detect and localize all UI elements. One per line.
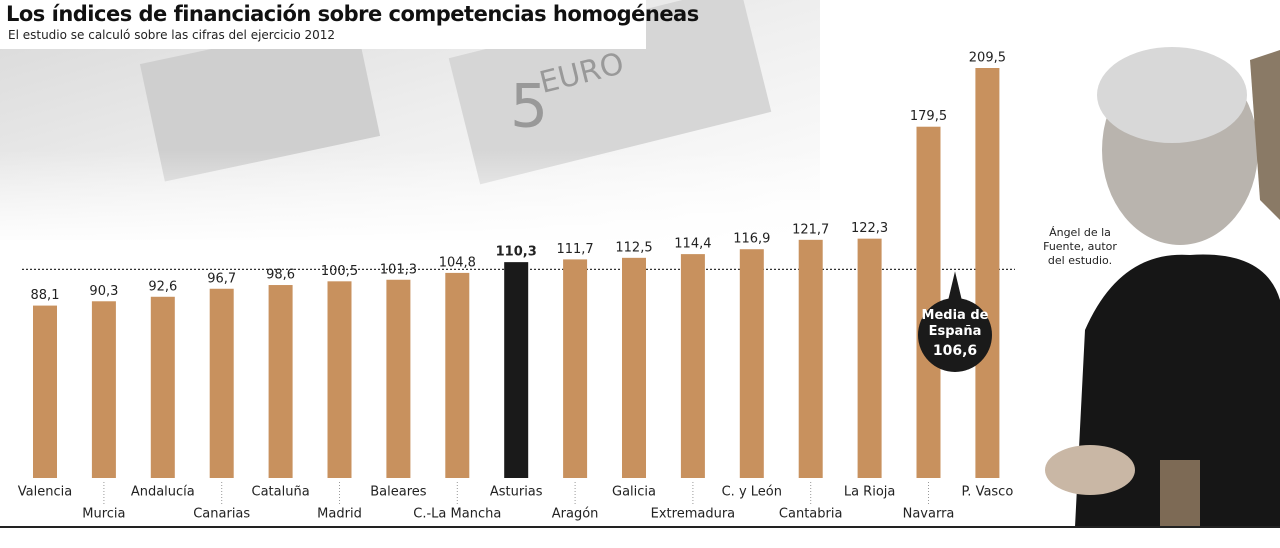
portrait bbox=[1030, 0, 1280, 527]
bar bbox=[268, 285, 293, 478]
x-tick-label: Asturias bbox=[490, 485, 543, 500]
value-label: 111,7 bbox=[556, 242, 593, 257]
value-label: 116,9 bbox=[733, 232, 770, 247]
value-label: 92,6 bbox=[148, 279, 177, 294]
x-tick-label: P. Vasco bbox=[961, 485, 1013, 500]
value-label: 104,8 bbox=[439, 255, 476, 270]
bar bbox=[91, 301, 116, 478]
x-tick-label: Valencia bbox=[18, 485, 72, 500]
x-tick-label: Cataluña bbox=[252, 485, 310, 500]
value-label: 90,3 bbox=[89, 284, 118, 299]
chart-title: Los índices de financiación sobre compet… bbox=[6, 2, 699, 26]
value-label: 114,4 bbox=[674, 237, 711, 252]
value-label: 121,7 bbox=[792, 222, 829, 237]
svg-text:5: 5 bbox=[510, 72, 548, 142]
x-tick-label: Canarias bbox=[193, 507, 250, 522]
x-tick-label: Murcia bbox=[82, 507, 125, 522]
x-tick-label: C. y León bbox=[722, 485, 782, 500]
value-label: 122,3 bbox=[851, 221, 888, 236]
chart-subtitle: El estudio se calculó sobre las cifras d… bbox=[8, 28, 336, 42]
x-tick-label: Aragón bbox=[552, 507, 599, 522]
x-tick-label: Andalucía bbox=[131, 485, 195, 500]
value-label: 88,1 bbox=[31, 288, 60, 303]
bar bbox=[857, 238, 882, 478]
bar bbox=[209, 288, 234, 478]
average-value: 106,6 bbox=[932, 343, 978, 359]
average-badge bbox=[918, 298, 992, 372]
bar bbox=[386, 279, 411, 478]
value-label: 98,6 bbox=[266, 268, 295, 283]
x-tick-label: Navarra bbox=[903, 507, 955, 522]
bar bbox=[563, 259, 588, 478]
value-label: 101,3 bbox=[380, 262, 417, 277]
bar bbox=[327, 281, 352, 478]
x-tick-label: La Rioja bbox=[844, 485, 896, 500]
bar bbox=[33, 305, 57, 478]
bar bbox=[504, 262, 529, 478]
bar bbox=[622, 257, 646, 478]
x-tick-label: Madrid bbox=[317, 507, 362, 522]
title-box bbox=[0, 0, 646, 49]
bar bbox=[739, 249, 764, 478]
value-label: 110,3 bbox=[496, 245, 537, 260]
photo-caption: Ángel de la Fuente, autor del estudio. bbox=[1043, 226, 1117, 267]
bar bbox=[150, 296, 175, 478]
value-label: 179,5 bbox=[910, 109, 947, 124]
bar bbox=[680, 254, 705, 478]
value-label: 112,5 bbox=[615, 240, 652, 255]
value-label: 100,5 bbox=[321, 264, 358, 279]
bar bbox=[445, 272, 470, 478]
value-label: 209,5 bbox=[969, 51, 1006, 66]
x-tick-label: Extremadura bbox=[651, 507, 736, 522]
x-tick-label: C.-La Mancha bbox=[413, 507, 501, 522]
value-label: 96,7 bbox=[207, 271, 236, 286]
bar bbox=[916, 126, 941, 479]
bar bbox=[798, 239, 823, 478]
average-label: Media de España bbox=[921, 308, 989, 339]
x-tick-label: Galicia bbox=[612, 485, 656, 500]
bar bbox=[975, 68, 1000, 478]
x-tick-label: Baleares bbox=[370, 485, 427, 500]
average-pointer bbox=[947, 271, 963, 305]
x-tick-label: Cantabria bbox=[779, 507, 843, 522]
